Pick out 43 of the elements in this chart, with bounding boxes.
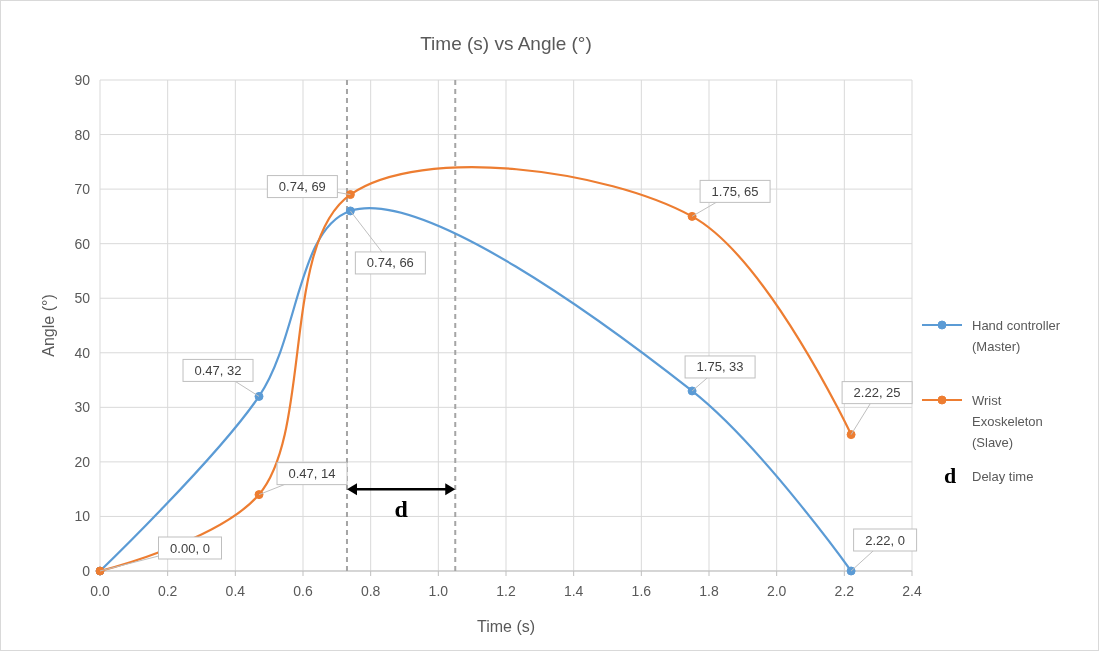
y-tick-label: 10 xyxy=(74,508,91,525)
y-tick-label: 60 xyxy=(74,235,91,252)
y-tick-label: 20 xyxy=(74,453,91,470)
x-axis-title: Time (s) xyxy=(476,618,536,635)
point xyxy=(254,490,264,500)
y-tick-label: 50 xyxy=(74,290,91,307)
x-tick-label: 0.2 xyxy=(157,583,178,599)
y-tick-label: 30 xyxy=(74,399,91,416)
y-tick-label: 0 xyxy=(82,563,91,579)
data-label: 0.74, 69 xyxy=(278,179,326,195)
data-label: 1.75, 65 xyxy=(711,183,759,199)
x-tick-label: 0.8 xyxy=(360,583,381,599)
y-tick-label: 40 xyxy=(74,344,91,361)
x-tick-label: 1.2 xyxy=(496,583,516,599)
y-tick-label: 80 xyxy=(74,126,91,143)
x-tick-label: 2.0 xyxy=(766,583,787,599)
legend-label: Wrist Exoskeleton (Slave) xyxy=(972,393,1043,450)
data-label: 2.22, 0 xyxy=(865,532,905,548)
y-tick-label: 70 xyxy=(74,181,91,198)
x-tick-label: 2.4 xyxy=(902,583,922,599)
data-label: 2.22, 25 xyxy=(853,385,901,401)
y-tick-label: 90 xyxy=(74,72,91,88)
data-label: 0.47, 14 xyxy=(288,466,336,482)
x-tick-label: 1.0 xyxy=(428,583,449,599)
x-tick-label: 0.4 xyxy=(225,583,246,599)
x-tick-label: 0.6 xyxy=(293,583,313,599)
chart-title: Time (s) vs Angle (°) xyxy=(420,33,592,54)
data-label: 0.74, 66 xyxy=(366,255,414,271)
x-tick-label: 1.6 xyxy=(631,583,652,599)
text: Delay time xyxy=(972,469,1034,484)
x-tick-label: 1.4 xyxy=(563,583,584,599)
data-label: 1.75, 33 xyxy=(696,359,744,375)
x-tick-label: 0.0 xyxy=(90,583,110,599)
data-label: 0.47, 32 xyxy=(194,362,242,378)
data-label: 0.00, 0 xyxy=(170,540,210,556)
legend-label: Hand controller (Master) xyxy=(972,318,1061,354)
point xyxy=(345,206,355,216)
text: d xyxy=(943,463,957,488)
x-tick-label: 1.8 xyxy=(699,583,719,599)
x-tick-label: 2.2 xyxy=(834,583,855,599)
point xyxy=(846,430,856,440)
y-axis-title: Angle (°) xyxy=(40,294,57,357)
annotation: d xyxy=(394,496,409,522)
